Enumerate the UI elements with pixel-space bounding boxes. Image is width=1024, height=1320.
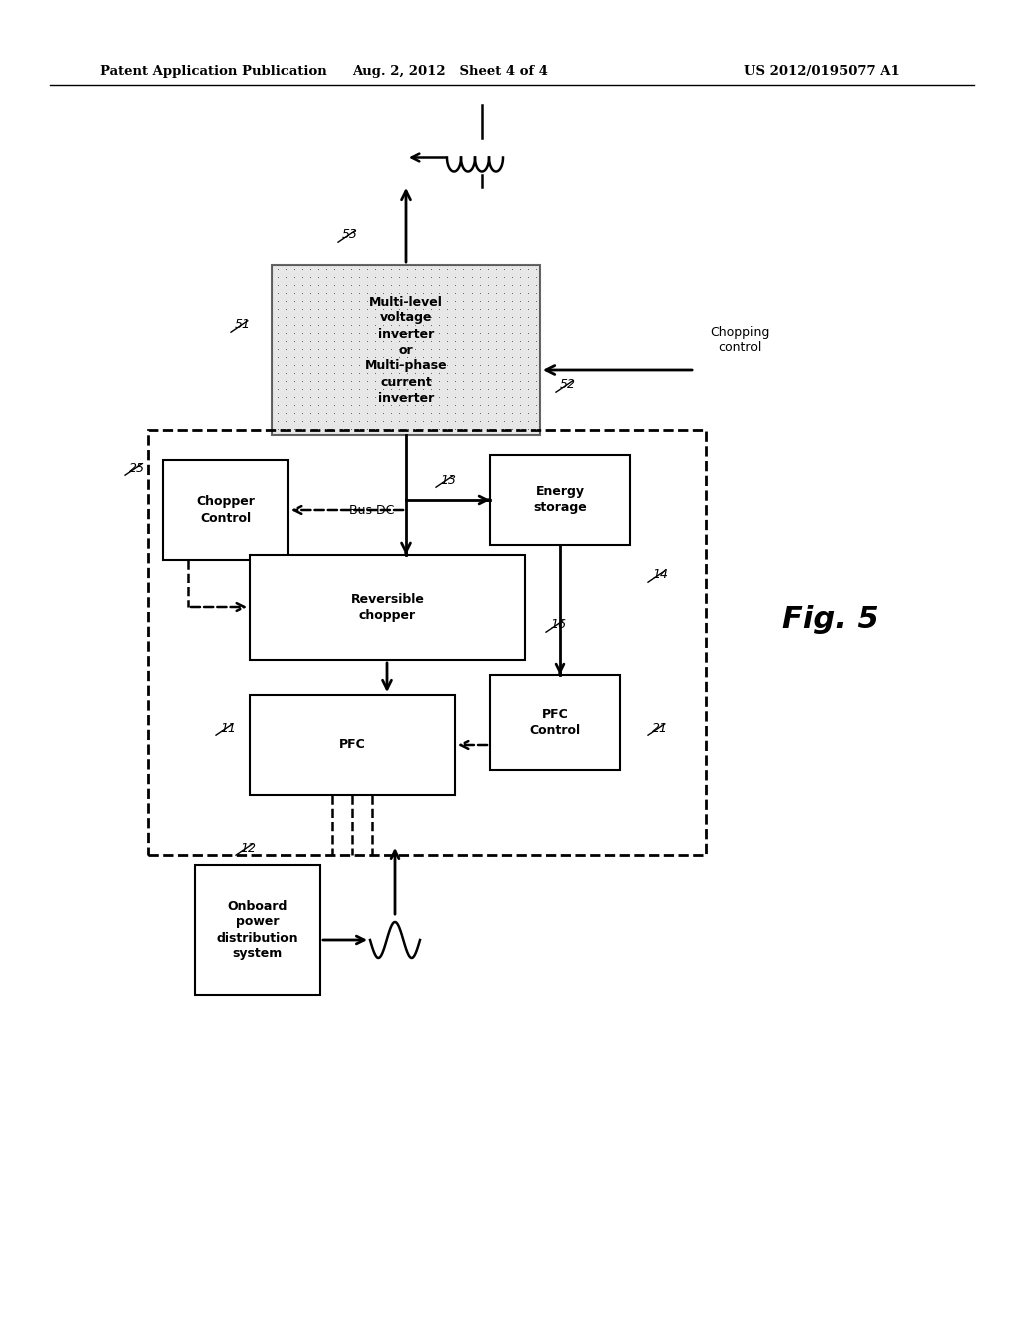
Bar [490,675,620,770]
Text: 53: 53 [342,228,358,242]
Text: PFC
Control: PFC Control [529,708,581,737]
Text: 12: 12 [240,842,256,854]
Text: 25: 25 [129,462,145,474]
Text: 13: 13 [440,474,456,487]
Text: Patent Application Publication: Patent Application Publication [100,66,327,78]
Text: 52: 52 [560,379,575,392]
Bar [250,554,525,660]
Text: 21: 21 [652,722,668,734]
Bar [250,696,455,795]
Bar [272,265,540,436]
Bar [148,430,706,855]
Text: Reversible
chopper: Reversible chopper [350,593,424,622]
Text: Aug. 2, 2012   Sheet 4 of 4: Aug. 2, 2012 Sheet 4 of 4 [352,66,548,78]
Text: Multi-level
voltage
inverter
or
Multi-phase
current
inverter: Multi-level voltage inverter or Multi-ph… [365,296,447,404]
Text: Fig. 5: Fig. 5 [781,606,879,635]
Text: Chopping
control: Chopping control [710,326,769,354]
Bar [490,455,630,545]
Text: US 2012/0195077 A1: US 2012/0195077 A1 [744,66,900,78]
Text: 51: 51 [234,318,251,331]
Text: Onboard
power
distribution
system: Onboard power distribution system [217,899,298,961]
Text: PFC: PFC [339,738,366,751]
Text: Energy
storage: Energy storage [534,486,587,515]
Text: Bus DC: Bus DC [348,503,394,516]
Bar [195,865,319,995]
Text: 14: 14 [652,569,668,582]
Text: 16: 16 [550,619,566,631]
Text: 11: 11 [220,722,236,734]
Text: Chopper
Control: Chopper Control [196,495,255,524]
Bar [163,459,288,560]
